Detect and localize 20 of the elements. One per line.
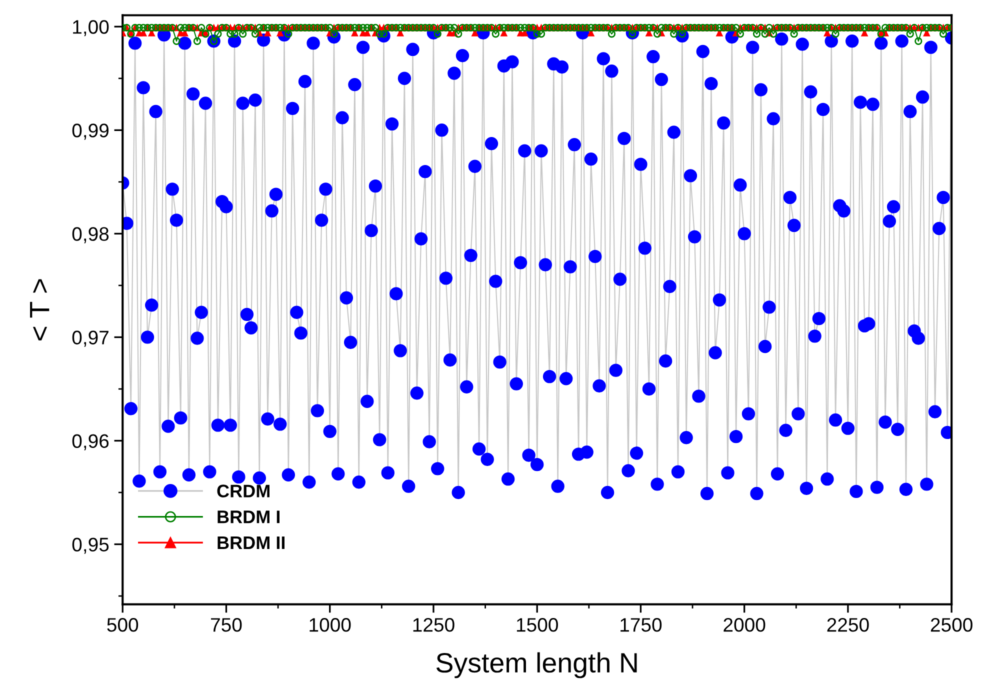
x-axis-title: System length N — [436, 652, 637, 678]
y-axis-title: < T > — [30, 279, 50, 340]
x-tick-label: 2500 — [930, 618, 972, 632]
x-tick-label: 2000 — [724, 618, 766, 632]
x-tick-label: 1750 — [620, 618, 662, 632]
legend-label: BRDM II — [218, 536, 285, 549]
x-tick-label: 1000 — [310, 618, 351, 632]
y-tick-label: 0,96 — [72, 434, 109, 450]
y-tick-label: 0,98 — [72, 227, 109, 244]
y-tick-label: 0,97 — [72, 330, 108, 347]
x-tick-label: 500 — [107, 618, 138, 632]
x-tick-label: 1500 — [516, 618, 558, 632]
x-tick-label: 2250 — [827, 618, 869, 632]
y-tick-label: 0,99 — [72, 124, 109, 140]
legend-label: BRDM I — [218, 510, 280, 524]
x-tick-label: 750 — [211, 618, 242, 632]
x-tick-label: 1250 — [413, 618, 454, 632]
y-tick-label: 1,00 — [73, 20, 109, 36]
y-tick-label: 0,95 — [72, 538, 109, 554]
legend-label: CRDM — [217, 484, 270, 498]
